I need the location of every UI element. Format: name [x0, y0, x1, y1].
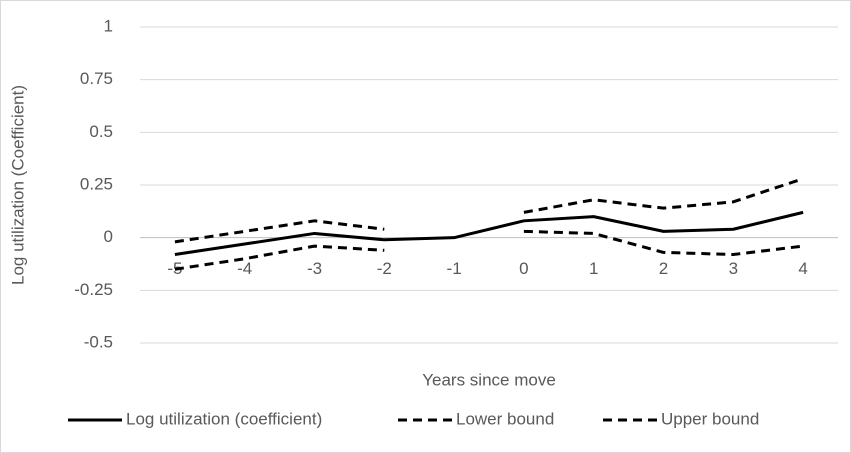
y-axis-title: Log utilization (Coefficient) — [8, 85, 27, 285]
x-tick-label: 1 — [589, 259, 598, 278]
x-tick-label: 2 — [659, 259, 668, 278]
x-axis-title: Years since move — [422, 370, 556, 389]
series-line — [174, 229, 804, 271]
y-tick-label: 0 — [104, 227, 113, 246]
y-tick-label: -0.5 — [84, 332, 113, 351]
y-tick-label: 0.25 — [80, 174, 113, 193]
x-tick-label: 0 — [519, 259, 528, 278]
series-line — [174, 177, 804, 244]
legend-label: Upper bound — [661, 409, 759, 428]
x-tick-label: 4 — [798, 259, 807, 278]
x-tick-label: -4 — [237, 259, 252, 278]
x-tick-label: -2 — [377, 259, 392, 278]
y-tick-label: 0.75 — [80, 69, 113, 88]
y-tick-label: 1 — [104, 16, 113, 35]
x-tick-label: -3 — [307, 259, 322, 278]
legend-label: Log utilization (coefficient) — [126, 409, 322, 428]
x-tick-label: -1 — [447, 259, 462, 278]
legend-label: Lower bound — [456, 409, 554, 428]
series-line — [174, 210, 804, 257]
y-tick-label: -0.25 — [74, 280, 113, 299]
x-tick-label: 3 — [729, 259, 738, 278]
y-tick-label: 0.5 — [89, 122, 113, 141]
